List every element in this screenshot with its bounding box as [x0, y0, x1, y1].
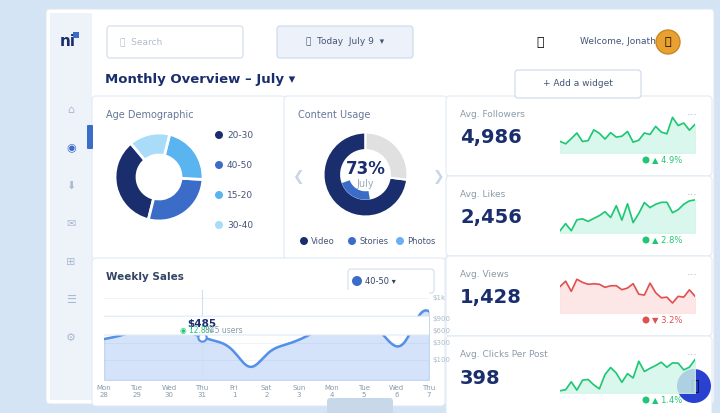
- Text: ▼ 3.2%: ▼ 3.2%: [652, 316, 683, 325]
- Text: $100: $100: [432, 356, 450, 363]
- Wedge shape: [342, 180, 370, 200]
- Text: Age Demographic: Age Demographic: [106, 110, 194, 120]
- Text: Avg. Likes: Avg. Likes: [460, 190, 505, 199]
- Text: ⬇: ⬇: [66, 181, 76, 191]
- FancyBboxPatch shape: [50, 13, 92, 400]
- Wedge shape: [366, 133, 408, 180]
- Text: ◉: ◉: [66, 143, 76, 153]
- Text: Photos: Photos: [407, 237, 436, 245]
- Text: Avg. Views: Avg. Views: [460, 270, 508, 279]
- Wedge shape: [164, 134, 203, 180]
- Text: Content Usage: Content Usage: [298, 110, 370, 120]
- Text: ⌂: ⌂: [68, 105, 75, 115]
- FancyBboxPatch shape: [92, 258, 445, 406]
- FancyBboxPatch shape: [107, 26, 243, 58]
- Wedge shape: [148, 178, 203, 221]
- Text: 73%: 73%: [346, 161, 385, 178]
- Bar: [73, 32, 79, 38]
- FancyBboxPatch shape: [348, 269, 434, 293]
- Text: $300: $300: [432, 340, 450, 346]
- FancyBboxPatch shape: [284, 96, 447, 259]
- Text: Avg. Clicks Per Post: Avg. Clicks Per Post: [460, 350, 548, 359]
- Text: Monthly Overview – July ▾: Monthly Overview – July ▾: [105, 74, 295, 86]
- Circle shape: [215, 161, 223, 169]
- Circle shape: [300, 237, 308, 245]
- FancyBboxPatch shape: [446, 256, 712, 336]
- Text: 30-40: 30-40: [227, 221, 253, 230]
- Text: 845 users: 845 users: [204, 325, 243, 335]
- Circle shape: [215, 191, 223, 199]
- Circle shape: [642, 396, 649, 404]
- Text: Video: Video: [311, 237, 335, 245]
- Text: 👤: 👤: [665, 37, 671, 47]
- Circle shape: [642, 237, 649, 244]
- Text: $485: $485: [187, 319, 216, 329]
- Wedge shape: [323, 133, 408, 216]
- Wedge shape: [131, 133, 170, 160]
- Text: Welcome, Jonathan: Welcome, Jonathan: [580, 38, 667, 47]
- Text: 💬: 💬: [690, 379, 698, 393]
- Text: 40-50: 40-50: [227, 161, 253, 169]
- Text: ❯: ❯: [433, 170, 445, 184]
- Text: ⊞: ⊞: [66, 257, 76, 267]
- FancyBboxPatch shape: [327, 398, 393, 413]
- Text: 1,428: 1,428: [460, 289, 522, 308]
- Text: ···: ···: [687, 350, 698, 360]
- Text: + Add a widget: + Add a widget: [543, 79, 613, 88]
- Circle shape: [348, 237, 356, 245]
- Text: Weekly Sales: Weekly Sales: [106, 272, 184, 282]
- Text: July: July: [356, 179, 374, 189]
- Text: ▲ 2.8%: ▲ 2.8%: [652, 235, 683, 244]
- Circle shape: [642, 157, 649, 164]
- Text: ✉: ✉: [66, 219, 76, 229]
- Text: ◉ 12.8%: ◉ 12.8%: [181, 325, 213, 335]
- Text: 🔍  Search: 🔍 Search: [120, 38, 162, 47]
- Text: ···: ···: [687, 270, 698, 280]
- Text: Avg. Followers: Avg. Followers: [460, 110, 525, 119]
- FancyBboxPatch shape: [446, 336, 712, 413]
- Text: ···: ···: [687, 110, 698, 120]
- Text: Stories: Stories: [359, 237, 388, 245]
- FancyBboxPatch shape: [446, 176, 712, 256]
- Circle shape: [352, 276, 362, 286]
- Circle shape: [396, 237, 404, 245]
- Circle shape: [215, 131, 223, 139]
- Circle shape: [642, 316, 649, 323]
- FancyBboxPatch shape: [446, 96, 712, 176]
- Text: 2,456: 2,456: [460, 209, 522, 228]
- Text: 15-20: 15-20: [227, 190, 253, 199]
- Circle shape: [215, 221, 223, 229]
- FancyBboxPatch shape: [277, 26, 413, 58]
- Text: $900: $900: [432, 316, 450, 322]
- Wedge shape: [115, 143, 153, 220]
- Text: 🔔: 🔔: [536, 36, 544, 48]
- Text: ☰: ☰: [66, 295, 76, 305]
- Text: ⚙: ⚙: [66, 333, 76, 343]
- Text: ▲ 1.4%: ▲ 1.4%: [652, 396, 683, 404]
- Text: ni: ni: [60, 35, 76, 50]
- Text: 4,986: 4,986: [460, 128, 522, 147]
- Text: 398: 398: [460, 368, 500, 387]
- Text: ···: ···: [687, 190, 698, 200]
- Circle shape: [656, 30, 680, 54]
- FancyBboxPatch shape: [46, 9, 714, 404]
- Text: ▲ 4.9%: ▲ 4.9%: [652, 156, 683, 164]
- Text: $600: $600: [432, 328, 450, 334]
- FancyBboxPatch shape: [92, 96, 285, 259]
- Text: 20-30: 20-30: [227, 131, 253, 140]
- Text: ❮: ❮: [292, 170, 304, 184]
- FancyBboxPatch shape: [87, 125, 93, 149]
- Text: $1k: $1k: [432, 295, 446, 301]
- FancyBboxPatch shape: [515, 70, 641, 98]
- Text: 40-50 ▾: 40-50 ▾: [365, 276, 396, 285]
- Text: 📅  Today  July 9  ▾: 📅 Today July 9 ▾: [306, 38, 384, 47]
- FancyBboxPatch shape: [0, 316, 720, 335]
- Circle shape: [677, 369, 711, 403]
